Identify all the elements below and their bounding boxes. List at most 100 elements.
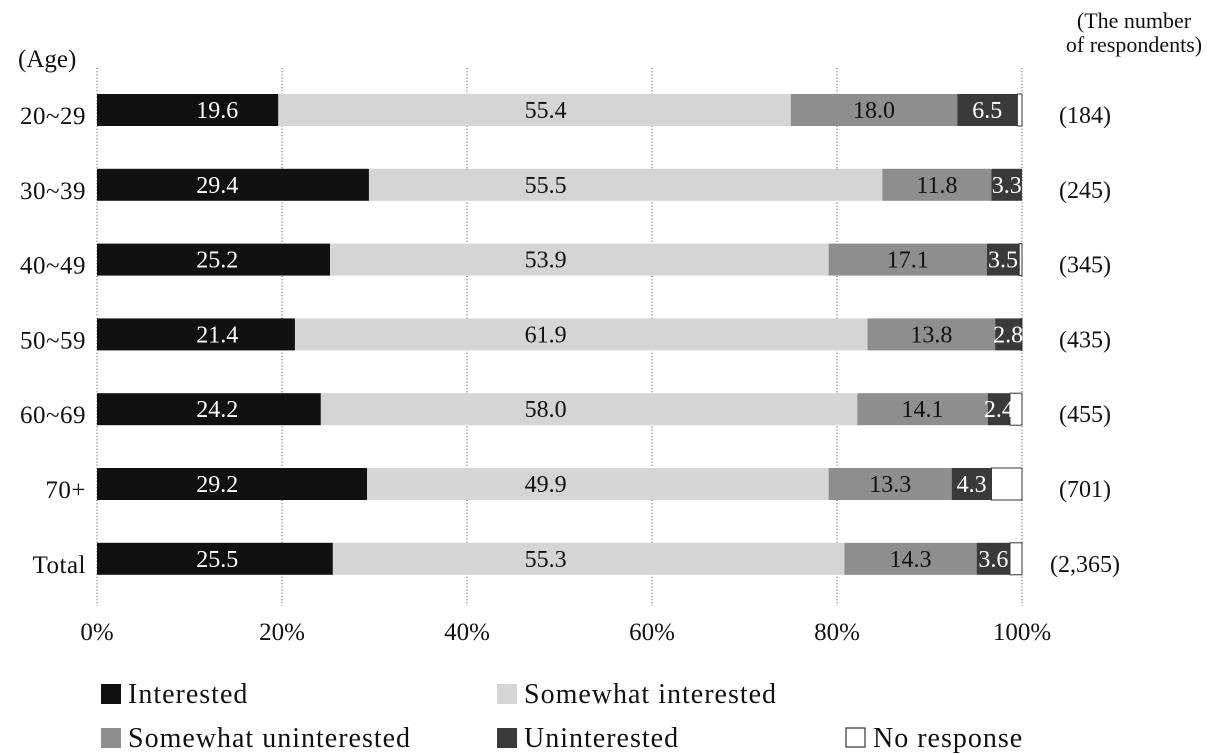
legend-label-somewhat-uninterested: Somewhat uninterested bbox=[128, 723, 411, 754]
axis-labels: 0% 20% 40% 60% 80% 100% 20~29 (184) 30~39 (245) 40… bbox=[20, 103, 1120, 646]
legend-label-no-response: No response bbox=[873, 723, 1023, 754]
bar-segment-somewhat-uninterested bbox=[828, 243, 987, 276]
bar-segment-uninterested bbox=[991, 168, 1022, 201]
x-tick-label: 60% bbox=[629, 619, 675, 646]
value-label-somewhat-uninterested: 14.1 bbox=[902, 397, 944, 423]
legend-swatch-interested bbox=[101, 684, 121, 704]
value-label-somewhat-uninterested: 13.8 bbox=[910, 322, 952, 348]
bar-segment-no-response bbox=[1009, 392, 1023, 426]
bar-row: 21.4 61.9 13.8 2.8 bbox=[97, 317, 1023, 351]
bar-row: 25.2 53.9 17.1 3.5 bbox=[97, 243, 1023, 277]
value-label-somewhat-interested: 61.9 bbox=[525, 322, 567, 348]
legend-label-interested: Interested bbox=[128, 679, 248, 710]
value-label-uninterested: 2.8 bbox=[993, 322, 1023, 348]
legend-swatch-uninterested bbox=[497, 728, 517, 748]
respondents-header-line-1: (The number bbox=[1077, 8, 1192, 33]
bar-segment-somewhat-interested bbox=[294, 318, 868, 351]
bar-segment-uninterested bbox=[957, 94, 1018, 126]
bar-segment-no-response bbox=[990, 467, 1023, 501]
bar-segment-interested bbox=[97, 168, 369, 201]
bar-segment-somewhat-uninterested bbox=[790, 94, 958, 126]
legend-item-no-response: No response bbox=[845, 723, 1023, 754]
value-label-somewhat-interested: 55.5 bbox=[525, 173, 567, 199]
value-label-somewhat-interested: 49.9 bbox=[525, 472, 567, 498]
value-label-uninterested: 2.4 bbox=[984, 397, 1014, 423]
respondent-count: (455) bbox=[1059, 402, 1111, 428]
category-label: 40~49 bbox=[20, 253, 86, 280]
x-tick-label: 20% bbox=[259, 619, 305, 646]
bar-segment-somewhat-interested bbox=[332, 542, 845, 575]
value-label-somewhat-interested: 58.0 bbox=[525, 397, 567, 423]
legend-item-somewhat-interested: Somewhat interested bbox=[497, 679, 776, 710]
bar-segment-somewhat-uninterested bbox=[867, 318, 996, 351]
bar-row: 24.2 58.0 14.1 2.4 bbox=[97, 392, 1023, 426]
category-label: Total bbox=[32, 552, 86, 579]
bar-row: 29.2 49.9 13.3 4.3 bbox=[97, 467, 1023, 501]
value-label-somewhat-interested: 53.9 bbox=[525, 248, 567, 274]
bar-segment-somewhat-uninterested bbox=[857, 393, 988, 426]
value-label-uninterested: 3.6 bbox=[978, 547, 1008, 573]
legend-swatch-somewhat-uninterested bbox=[101, 728, 121, 748]
value-label-interested: 19.6 bbox=[196, 98, 238, 124]
x-tick-label: 40% bbox=[444, 619, 490, 646]
respondent-count: (2,365) bbox=[1050, 552, 1120, 578]
respondent-count: (184) bbox=[1059, 103, 1111, 129]
bar-segment-uninterested bbox=[987, 393, 1010, 426]
bar-segment-uninterested bbox=[995, 318, 1022, 351]
value-label-uninterested: 4.3 bbox=[957, 472, 987, 498]
value-label-somewhat-uninterested: 18.0 bbox=[853, 98, 895, 124]
bar-segment-somewhat-uninterested bbox=[882, 168, 992, 201]
respondent-count: (245) bbox=[1059, 178, 1111, 204]
respondent-count: (701) bbox=[1059, 477, 1111, 503]
value-label-interested: 21.4 bbox=[196, 322, 238, 348]
bar-segment-interested bbox=[97, 318, 295, 351]
y-axis-title: (Age) bbox=[18, 46, 76, 73]
respondent-count: (435) bbox=[1059, 327, 1111, 353]
bar-segment-interested bbox=[97, 94, 279, 126]
category-label: 60~69 bbox=[20, 402, 86, 429]
bar-row: 19.6 55.4 18.0 6.5 bbox=[97, 93, 1023, 127]
bar-segment-somewhat-interested bbox=[278, 94, 791, 126]
x-tick-label: 100% bbox=[993, 619, 1051, 646]
value-label-somewhat-interested: 55.4 bbox=[525, 98, 567, 124]
bar-segment-no-response bbox=[1016, 93, 1023, 127]
category-label: 30~39 bbox=[20, 178, 86, 205]
value-label-somewhat-uninterested: 14.3 bbox=[890, 547, 932, 573]
bar-segment-uninterested bbox=[976, 542, 1010, 575]
x-tick-label: 0% bbox=[80, 619, 113, 646]
legend: Interested Somewhat interested Somewhat … bbox=[101, 679, 1023, 754]
bar-segment-interested bbox=[97, 542, 333, 575]
value-label-interested: 25.2 bbox=[196, 248, 238, 274]
category-label: 50~59 bbox=[20, 327, 86, 354]
value-label-somewhat-uninterested: 17.1 bbox=[887, 248, 929, 274]
value-label-uninterested: 3.5 bbox=[988, 248, 1018, 274]
bar-segment-no-response bbox=[1009, 542, 1023, 576]
value-label-uninterested: 3.3 bbox=[992, 173, 1022, 199]
value-label-somewhat-uninterested: 13.3 bbox=[869, 472, 911, 498]
respondents-header-line-2: of respondents) bbox=[1066, 32, 1202, 57]
legend-swatch-somewhat-interested bbox=[497, 684, 517, 704]
legend-item-somewhat-uninterested: Somewhat uninterested bbox=[101, 723, 411, 754]
category-label: 70+ bbox=[45, 477, 86, 504]
bar-segment-uninterested bbox=[986, 243, 1020, 276]
value-label-somewhat-uninterested: 11.8 bbox=[916, 173, 957, 199]
value-label-interested: 29.4 bbox=[196, 173, 238, 199]
legend-label-uninterested: Uninterested bbox=[524, 723, 679, 754]
x-tick-label: 80% bbox=[814, 619, 860, 646]
bar-row: 29.4 55.5 11.8 3.3 bbox=[97, 168, 1022, 201]
value-label-uninterested: 6.5 bbox=[972, 98, 1002, 124]
respondent-count: (345) bbox=[1059, 253, 1111, 279]
value-label-interested: 24.2 bbox=[196, 397, 238, 423]
legend-swatch-no-response bbox=[845, 727, 866, 748]
legend-item-interested: Interested bbox=[101, 679, 248, 710]
value-label-interested: 29.2 bbox=[196, 472, 238, 498]
bar-segment-uninterested bbox=[951, 468, 992, 500]
bar-segment-somewhat-interested bbox=[367, 468, 829, 500]
bar-segment-somewhat-interested bbox=[330, 243, 829, 276]
category-label: 20~29 bbox=[20, 103, 86, 130]
bar-segment-somewhat-interested bbox=[320, 393, 858, 426]
bar-segment-interested bbox=[97, 243, 331, 276]
legend-item-uninterested: Uninterested bbox=[497, 723, 679, 754]
bar-segment-interested bbox=[97, 393, 321, 426]
